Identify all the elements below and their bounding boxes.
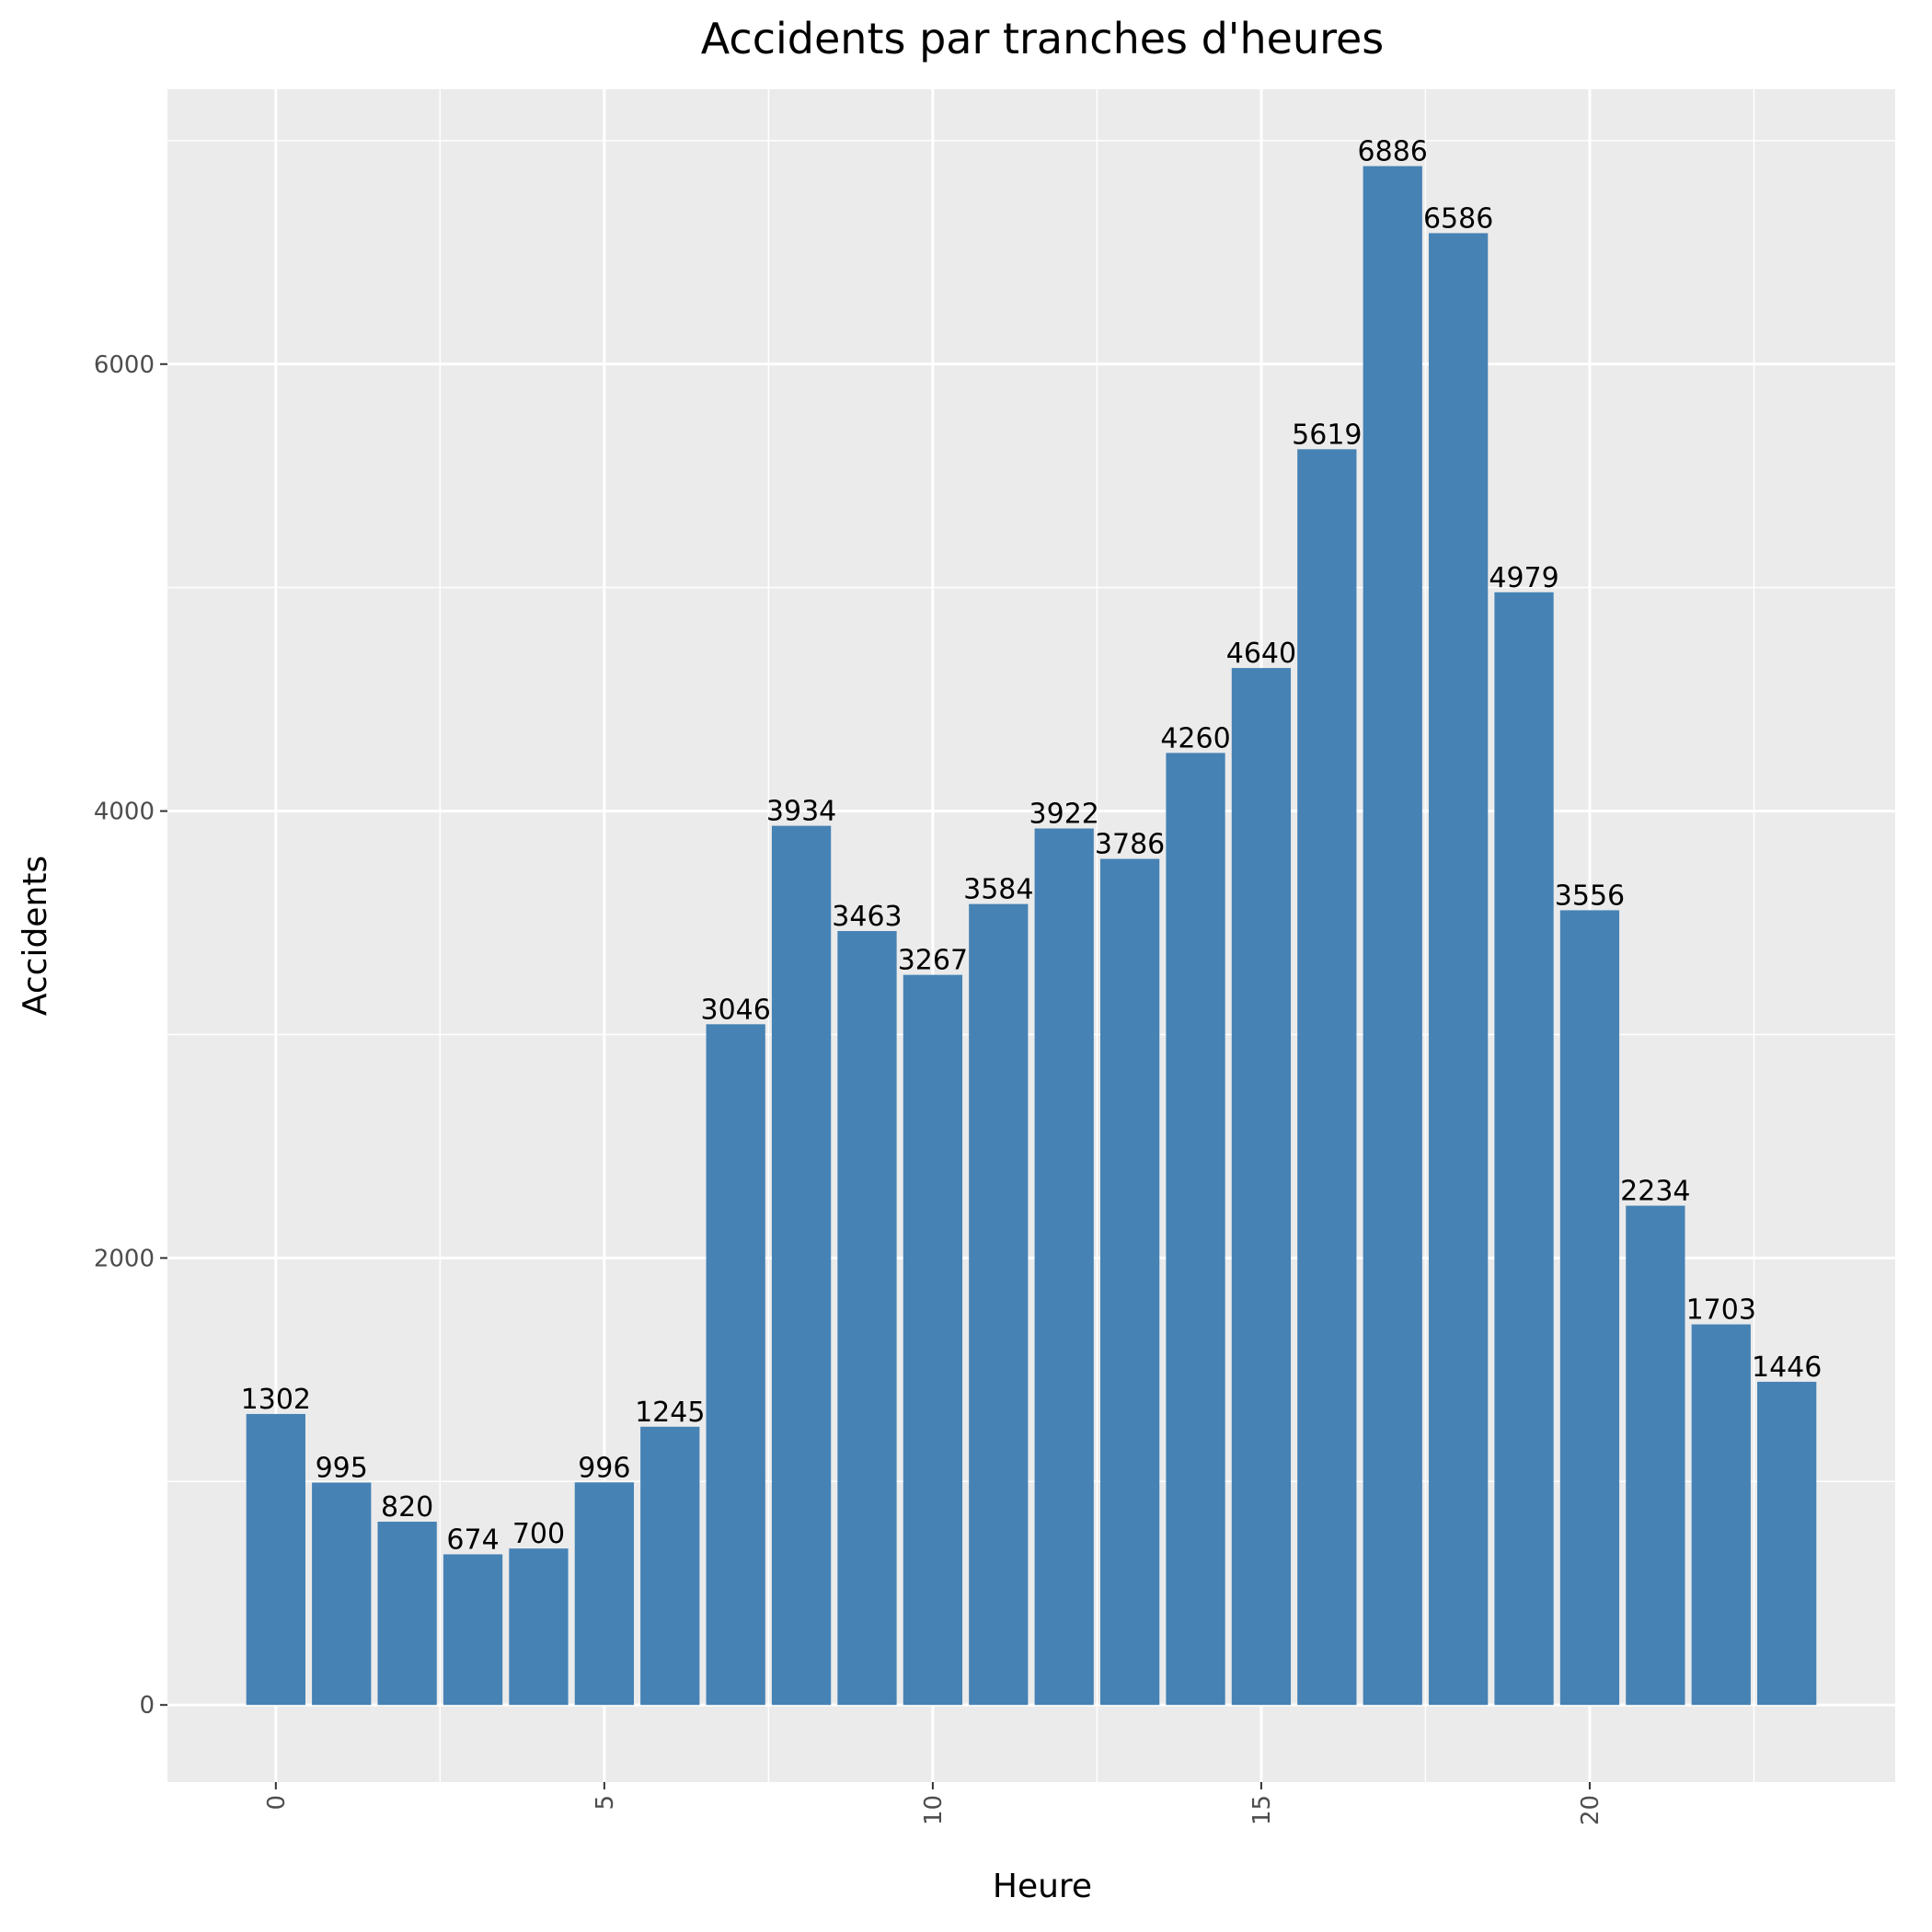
bar xyxy=(574,1482,634,1706)
data-label: 996 xyxy=(578,1452,630,1484)
data-label: 3267 xyxy=(898,945,968,977)
data-label: 4640 xyxy=(1226,638,1296,670)
data-label: 6886 xyxy=(1358,136,1428,168)
bar xyxy=(1494,592,1554,1706)
x-tick-label: 15 xyxy=(1248,1795,1276,1825)
bar xyxy=(312,1482,372,1706)
data-label: 820 xyxy=(381,1491,433,1524)
bar xyxy=(246,1413,305,1706)
bar xyxy=(1691,1324,1751,1706)
data-label: 3786 xyxy=(1095,829,1165,861)
data-label: 6586 xyxy=(1423,202,1493,235)
y-tick-label: 6000 xyxy=(94,351,155,379)
bar xyxy=(1626,1205,1685,1706)
data-label: 3584 xyxy=(963,874,1033,906)
bar xyxy=(1363,166,1422,1706)
y-axis: 0 2000 4000 6000 xyxy=(94,351,167,1719)
data-label: 3463 xyxy=(832,901,902,933)
x-tick-label: 10 xyxy=(920,1795,948,1825)
data-label: 3934 xyxy=(766,796,836,828)
bar xyxy=(706,1024,765,1706)
y-tick-label: 2000 xyxy=(94,1245,155,1272)
bars xyxy=(246,166,1817,1706)
x-tick-label: 20 xyxy=(1577,1795,1604,1825)
y-tick-label: 0 xyxy=(139,1692,155,1719)
bar xyxy=(969,903,1029,1706)
bar xyxy=(1099,858,1160,1706)
y-axis-title: Accidents xyxy=(17,856,54,1016)
bar xyxy=(1297,449,1357,1706)
bar xyxy=(771,825,832,1706)
bar xyxy=(903,974,963,1706)
data-label: 3046 xyxy=(700,994,770,1026)
data-label: 1703 xyxy=(1686,1294,1756,1327)
bar xyxy=(443,1554,503,1706)
bar xyxy=(1166,753,1225,1706)
data-label: 674 xyxy=(446,1524,499,1556)
bar xyxy=(837,931,897,1706)
data-label: 1302 xyxy=(241,1384,311,1416)
x-tick-label: 0 xyxy=(263,1795,291,1811)
x-axis-title: Heure xyxy=(993,1868,1092,1905)
data-label: 3922 xyxy=(1029,799,1099,831)
x-axis: 0 5 10 15 20 xyxy=(263,1782,1604,1825)
data-label: 5619 xyxy=(1292,419,1362,451)
data-label: 1245 xyxy=(635,1397,705,1429)
bar xyxy=(1231,668,1292,1706)
data-label: 2234 xyxy=(1620,1176,1690,1208)
data-label: 4260 xyxy=(1160,722,1230,754)
bar xyxy=(640,1426,700,1706)
y-tick-label: 4000 xyxy=(94,799,155,826)
bar xyxy=(1559,910,1620,1706)
bar xyxy=(1757,1381,1817,1706)
bar xyxy=(509,1548,569,1706)
data-label: 1446 xyxy=(1752,1351,1822,1384)
data-label: 995 xyxy=(316,1453,368,1485)
bar xyxy=(1429,233,1489,1706)
data-label: 3556 xyxy=(1555,880,1625,912)
bar xyxy=(377,1522,437,1706)
data-label: 700 xyxy=(512,1518,565,1550)
bar xyxy=(1034,828,1094,1706)
x-tick-label: 5 xyxy=(592,1795,619,1811)
data-label: 4979 xyxy=(1489,562,1558,594)
chart-title: Accidents par tranches d'heures xyxy=(701,14,1384,63)
